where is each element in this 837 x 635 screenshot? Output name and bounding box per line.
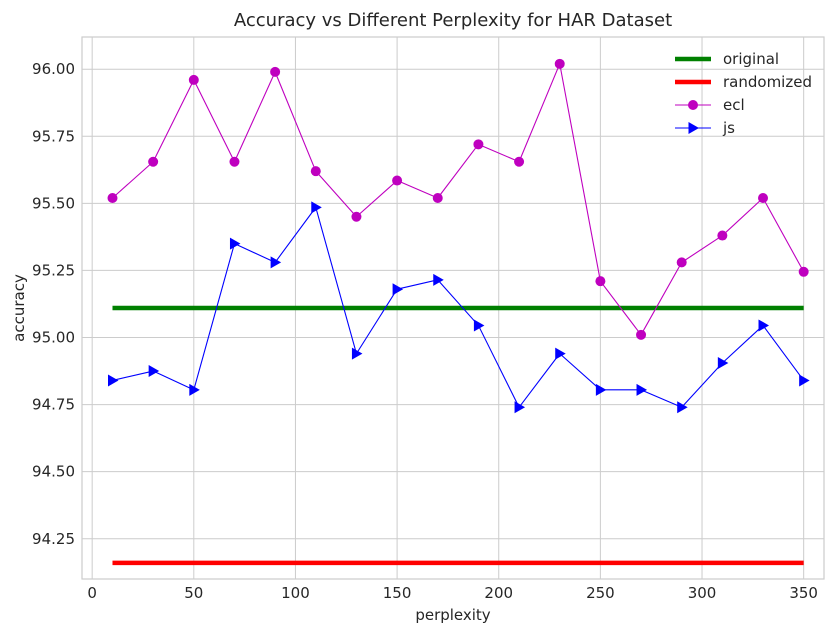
y-tick-label: 95.50 bbox=[32, 194, 75, 212]
legend-marker bbox=[688, 122, 699, 134]
y-tick-label: 96.00 bbox=[32, 60, 75, 78]
y-tick-label: 94.75 bbox=[32, 396, 75, 414]
legend-label: randomized bbox=[723, 73, 812, 91]
data-point-ecl bbox=[717, 230, 728, 241]
y-tick-label: 95.25 bbox=[32, 261, 75, 279]
x-tick-label: 250 bbox=[586, 584, 615, 602]
data-point-js bbox=[270, 256, 282, 269]
series-line-ecl bbox=[112, 63, 805, 336]
y-axis-label: accuracy bbox=[10, 274, 28, 342]
data-point-ecl bbox=[351, 211, 362, 222]
data-point-ecl bbox=[270, 66, 281, 77]
data-point-js bbox=[189, 383, 200, 396]
data-point-ecl bbox=[392, 175, 403, 186]
x-tick-label: 50 bbox=[184, 584, 203, 602]
x-tick-label: 200 bbox=[484, 584, 513, 602]
data-point-ecl bbox=[310, 166, 321, 177]
legend-label: original bbox=[723, 50, 779, 68]
data-point-js bbox=[555, 347, 566, 360]
data-point-ecl bbox=[229, 156, 240, 167]
data-point-ecl bbox=[107, 192, 118, 203]
data-point-js bbox=[311, 201, 322, 214]
plot-frame bbox=[81, 36, 825, 580]
legend-entry-randomized: randomized bbox=[675, 73, 812, 91]
legend-entry-original: original bbox=[675, 50, 779, 68]
x-tick-label: 300 bbox=[688, 584, 717, 602]
legend: original randomized ecl js bbox=[675, 50, 812, 137]
x-tick-label: 100 bbox=[281, 584, 310, 602]
series-js bbox=[107, 201, 810, 414]
series-layer bbox=[107, 58, 810, 566]
x-tick-labels: 0 50 100 150 200 250 300 350 bbox=[87, 584, 818, 602]
data-point-ecl bbox=[798, 266, 809, 277]
data-point-js bbox=[595, 383, 607, 396]
data-point-js bbox=[148, 365, 160, 378]
data-point-ecl bbox=[473, 139, 484, 150]
legend-entry-ecl: ecl bbox=[675, 96, 745, 114]
data-point-ecl bbox=[432, 192, 443, 203]
data-point-js bbox=[392, 283, 404, 296]
data-point-js bbox=[799, 374, 810, 387]
data-point-js bbox=[717, 357, 729, 370]
legend-marker bbox=[688, 100, 698, 110]
data-point-js bbox=[636, 383, 648, 396]
x-tick-label: 0 bbox=[87, 584, 97, 602]
x-axis-label: perplexity bbox=[415, 606, 490, 624]
data-point-js bbox=[473, 319, 485, 332]
data-point-js bbox=[433, 273, 444, 286]
y-tick-label: 95.75 bbox=[32, 127, 75, 145]
data-point-ecl bbox=[676, 257, 687, 268]
data-point-js bbox=[758, 319, 770, 332]
data-point-ecl bbox=[148, 156, 159, 167]
legend-label: ecl bbox=[723, 96, 745, 114]
data-point-ecl bbox=[188, 74, 199, 85]
data-point-js bbox=[677, 401, 688, 414]
y-tick-label: 95.00 bbox=[32, 329, 75, 347]
data-point-ecl bbox=[758, 192, 769, 203]
x-tick-label: 350 bbox=[789, 584, 818, 602]
data-point-js bbox=[107, 374, 119, 387]
data-point-ecl bbox=[595, 276, 606, 287]
legend-entry-js: js bbox=[675, 119, 735, 137]
data-point-js bbox=[351, 347, 363, 360]
chart-title: Accuracy vs Different Perplexity for HAR… bbox=[234, 10, 672, 31]
data-point-js bbox=[514, 401, 526, 414]
y-tick-label: 94.25 bbox=[32, 530, 75, 548]
data-point-js bbox=[229, 237, 241, 250]
data-point-ecl bbox=[554, 58, 565, 69]
data-point-ecl bbox=[514, 156, 525, 167]
y-tick-label: 94.50 bbox=[32, 463, 75, 481]
y-tick-labels: 94.25 94.50 94.75 95.00 95.25 95.50 95.75 96.00 bbox=[32, 60, 75, 548]
legend-label: js bbox=[722, 119, 735, 137]
series-ecl bbox=[107, 58, 809, 340]
data-point-ecl bbox=[636, 329, 647, 340]
series-line-js bbox=[112, 206, 805, 408]
x-tick-label: 150 bbox=[383, 584, 412, 602]
grid bbox=[82, 37, 824, 579]
